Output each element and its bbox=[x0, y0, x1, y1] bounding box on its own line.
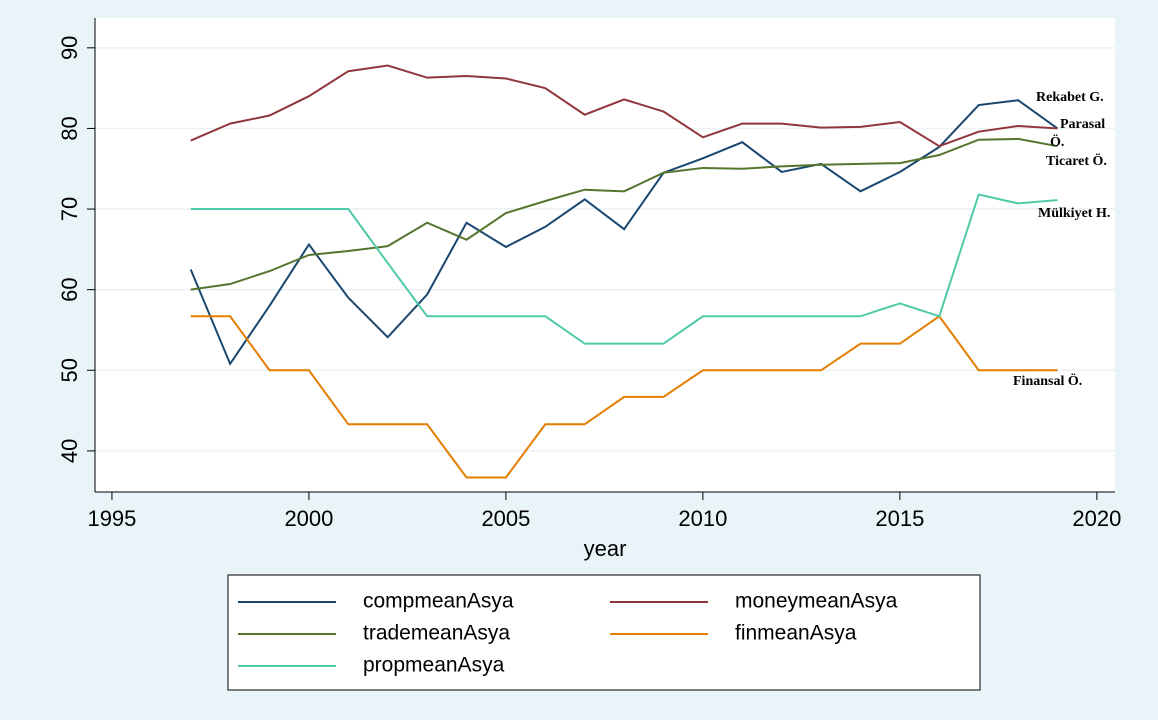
legend-label: trademeanAsya bbox=[363, 622, 510, 645]
x-axis-label: year bbox=[584, 536, 627, 561]
y-tick-label: 90 bbox=[57, 36, 82, 60]
annotation: Rekabet G. bbox=[1036, 90, 1104, 105]
annotation: Mülkiyet H. bbox=[1038, 206, 1110, 221]
annotation: Parasal bbox=[1060, 117, 1105, 132]
series-line bbox=[189, 99, 1059, 366]
y-tick-label: 50 bbox=[57, 358, 82, 382]
plot-area bbox=[95, 18, 1115, 492]
y-tick-label: 40 bbox=[57, 439, 82, 463]
x-tick-label: 2015 bbox=[875, 506, 924, 531]
legend-label: finmeanAsya bbox=[735, 622, 857, 645]
y-tick-label: 70 bbox=[57, 197, 82, 221]
annotation: Finansal Ö. bbox=[1013, 372, 1082, 389]
x-tick-label: 1995 bbox=[87, 506, 136, 531]
series-line bbox=[190, 314, 1058, 479]
series-line bbox=[190, 193, 1058, 345]
x-tick-label: 2005 bbox=[481, 506, 530, 531]
series-line bbox=[190, 64, 1058, 148]
x-tick-label: 2010 bbox=[678, 506, 727, 531]
legend bbox=[227, 574, 981, 691]
y-tick-label: 80 bbox=[57, 116, 82, 140]
legend-label: propmeanAsya bbox=[363, 654, 505, 677]
annotation: Ö. bbox=[1050, 133, 1064, 150]
annotation: Ticaret Ö. bbox=[1046, 152, 1107, 169]
x-tick-label: 2020 bbox=[1072, 506, 1121, 531]
y-tick-label: 60 bbox=[57, 277, 82, 301]
legend-label: compmeanAsya bbox=[363, 590, 514, 613]
legend-label: moneymeanAsya bbox=[735, 590, 898, 613]
x-tick-label: 2000 bbox=[284, 506, 333, 531]
series-line bbox=[190, 137, 1058, 291]
